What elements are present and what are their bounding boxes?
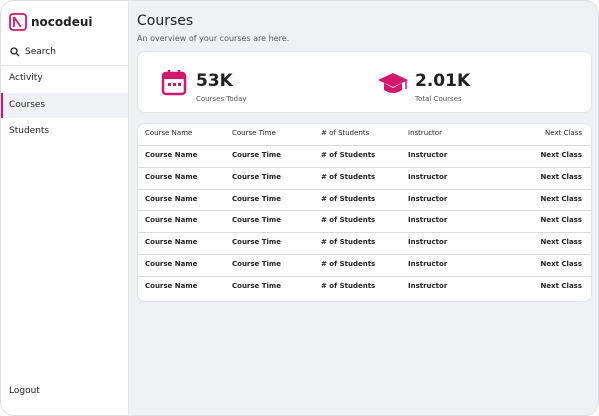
row-divider xyxy=(138,254,591,255)
table-cell: Course Time xyxy=(232,151,281,159)
table-cell: Course Name xyxy=(145,151,198,159)
table-cell: Course Name xyxy=(145,194,198,203)
table-cell: Course Name xyxy=(145,260,198,268)
table-cell: # of Students xyxy=(321,281,376,290)
column-header: Next Class xyxy=(545,129,582,137)
table-cell: Course Name xyxy=(145,172,198,181)
table-cell: Next Class xyxy=(540,260,583,268)
table-cell: # of Students xyxy=(321,151,376,159)
table-cell: # of Students xyxy=(321,216,376,225)
table-cell: Next Class xyxy=(540,281,583,290)
table-cell: Next Class xyxy=(540,216,583,225)
stat-label: Courses Today xyxy=(196,95,247,103)
table-cell: Course Time xyxy=(232,281,281,290)
row-divider xyxy=(138,275,591,277)
nav-item[interactable]: Students xyxy=(9,126,50,136)
table-cell: # of Students xyxy=(321,172,376,181)
logout[interactable]: Logout xyxy=(9,386,40,396)
calendar-icon xyxy=(161,70,187,96)
table-cell: Instructor xyxy=(408,216,448,225)
stat-value: 2.01K xyxy=(415,71,471,91)
column-header: Course Time xyxy=(232,129,276,137)
table-cell: # of Students xyxy=(321,194,376,203)
table-cell: Instructor xyxy=(408,260,448,268)
table-cell: Course Time xyxy=(232,260,281,268)
page-title: Courses xyxy=(137,13,194,29)
table-cell: Course Name xyxy=(145,238,198,247)
table-cell: Next Class xyxy=(540,238,583,247)
row-divider xyxy=(138,145,591,146)
column-header: # of Students xyxy=(321,129,370,137)
stats-card xyxy=(137,51,592,113)
table-cell: Instructor xyxy=(408,172,448,181)
row-divider xyxy=(138,166,591,168)
column-header: Instructor xyxy=(408,129,442,137)
nav-item[interactable]: Courses xyxy=(1,92,128,118)
stat-value: 53K xyxy=(196,71,233,91)
table-card xyxy=(137,123,592,302)
table-cell: Instructor xyxy=(408,151,448,159)
logo-icon xyxy=(9,13,27,31)
table-cell: Next Class xyxy=(540,151,583,159)
table-cell: # of Students xyxy=(321,260,376,268)
divider xyxy=(1,65,128,66)
row-divider xyxy=(138,188,591,190)
column-header: Course Name xyxy=(145,129,193,137)
table-cell: Course Name xyxy=(145,216,198,225)
table-cell: Course Time xyxy=(232,238,281,247)
stat-label: Total Courses xyxy=(415,95,462,103)
graduation-icon xyxy=(378,73,408,93)
row-divider xyxy=(138,210,591,212)
table-cell: Instructor xyxy=(408,238,448,247)
table-cell: Course Time xyxy=(232,194,281,203)
page-subtitle: An overview of your courses are here. xyxy=(137,34,290,43)
table-cell: Instructor xyxy=(408,281,448,290)
sidebar: nocodeui Search Activity Courses Students … xyxy=(1,1,129,415)
table-cell: Next Class xyxy=(540,172,583,181)
table-cell: Next Class xyxy=(540,194,583,203)
table-cell: Course Name xyxy=(145,281,198,290)
table-cell: Course Time xyxy=(232,216,281,225)
logo-text: nocodeui xyxy=(31,15,93,29)
table-cell: Instructor xyxy=(408,194,448,203)
table-cell: # of Students xyxy=(321,238,376,247)
nav-item[interactable]: Activity xyxy=(9,73,43,83)
search-icon xyxy=(10,47,20,57)
table-cell: Course Time xyxy=(232,172,281,181)
search[interactable]: Search xyxy=(25,47,56,57)
row-divider xyxy=(138,232,591,234)
